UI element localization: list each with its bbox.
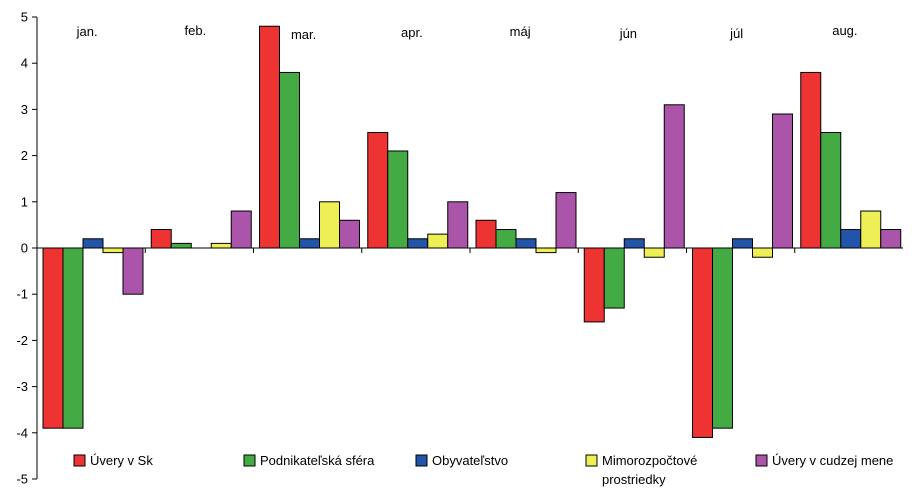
bar	[170, 242, 192, 249]
bar	[447, 201, 469, 249]
bar	[515, 238, 537, 249]
bar	[603, 247, 625, 309]
y-tick-label: -1	[16, 287, 28, 302]
bars	[42, 25, 902, 438]
category-label: feb.	[185, 23, 207, 38]
y-tick-label: 4	[21, 56, 28, 71]
legend-swatch	[73, 454, 86, 467]
bar	[230, 210, 252, 249]
category-label: jan.	[76, 24, 98, 39]
bar	[712, 247, 733, 429]
bar	[339, 219, 360, 249]
bar	[279, 71, 300, 249]
x-axis	[37, 247, 903, 253]
legend: Úvery v Sk Podnikateľská sféra Obyvateľstv…	[73, 453, 893, 487]
legend-swatch	[415, 454, 428, 467]
bar	[752, 247, 773, 258]
category-label: apr.	[401, 25, 423, 40]
bar	[623, 238, 645, 249]
legend-label: Obyvateľstvo	[432, 453, 508, 468]
bar	[583, 247, 605, 323]
y-tick-label: 1	[21, 194, 28, 209]
category-label: jún	[619, 26, 637, 41]
y-tick-label: -2	[16, 333, 28, 348]
bar	[407, 238, 429, 249]
bar	[820, 132, 842, 249]
bar	[210, 242, 232, 249]
legend-label: Úvery v Sk	[90, 453, 153, 468]
category-labels: jan. feb. mar. apr. máj jún júl aug.	[76, 23, 858, 42]
bar	[880, 229, 902, 249]
y-tick-label: 0	[21, 241, 28, 256]
y-tick-label: 5	[21, 10, 28, 25]
y-tick-label: -5	[16, 472, 28, 487]
bar	[555, 192, 577, 249]
legend-label: Úvery v cudzej mene	[772, 453, 893, 468]
legend-swatch	[585, 454, 598, 467]
bar	[367, 132, 389, 249]
y-tick-label: 3	[21, 102, 28, 117]
y-tick-label: -3	[16, 379, 28, 394]
bar	[692, 247, 713, 438]
bar	[62, 247, 84, 429]
y-axis: 5 4 3 2 1 0 -1 -2 -3 -4 -5	[16, 10, 38, 487]
bar	[42, 247, 64, 429]
y-tick-label: 2	[21, 148, 28, 163]
category-label: mar.	[291, 27, 316, 42]
bar	[150, 229, 172, 249]
legend-swatch	[243, 454, 256, 467]
bar	[82, 238, 104, 249]
legend-label: Podnikateľská sféra	[260, 453, 375, 468]
y-tick-label: -4	[16, 425, 28, 440]
bar	[840, 229, 862, 249]
legend-swatch	[755, 454, 768, 467]
bar	[299, 238, 320, 249]
category-label: júl	[729, 26, 743, 41]
bar	[800, 71, 822, 249]
bar	[732, 238, 753, 249]
bar	[387, 150, 409, 249]
category-label: aug.	[832, 23, 857, 38]
bar	[663, 104, 685, 249]
bar	[495, 229, 517, 249]
bar	[643, 247, 665, 258]
bar	[860, 210, 882, 249]
bar	[475, 219, 497, 249]
legend-label: Mimorozpočtové prostriedky	[602, 453, 697, 487]
category-label: máj	[510, 24, 531, 39]
bar	[259, 25, 280, 249]
bar	[122, 247, 144, 295]
bar	[427, 233, 449, 249]
bar	[772, 113, 793, 249]
bar	[319, 201, 340, 249]
bar	[535, 247, 557, 254]
bar	[102, 247, 124, 254]
